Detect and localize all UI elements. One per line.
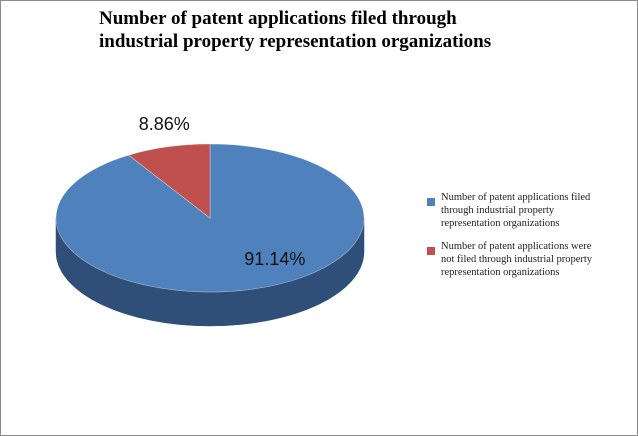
legend-item-not-filed: Number of patent applications were not f… (427, 240, 627, 279)
legend-label-not-filed-line-2: not filed through industrial property (441, 254, 593, 265)
chart-title: Number of patent applications filed thro… (99, 7, 559, 53)
pie-data-label-0: 91.14% (244, 249, 305, 269)
pie-slice-1 (127, 143, 211, 219)
legend-swatch-filed (427, 198, 435, 206)
legend-label-filed-line-1: Number of patent applications filed (441, 192, 591, 203)
legend-label-not-filed-line-1: Number of patent applications were (441, 241, 592, 252)
legend-label-filed-line-2: through industrial property (441, 205, 555, 216)
legend-label-not-filed-line-3: representation organizations (441, 267, 560, 278)
chart-title-line-1: Number of patent applications filed thro… (99, 8, 457, 29)
legend: Number of patent applications filed thro… (427, 191, 627, 289)
pie-labels-layer: 91.14% 8.86% (139, 114, 306, 269)
pie-data-label-1: 8.86% (139, 114, 190, 134)
legend-item-filed: Number of patent applications filed thro… (427, 191, 627, 230)
legend-swatch-not-filed (427, 247, 435, 255)
pie-top-layer (55, 143, 365, 293)
legend-label-filed-line-3: representation organizations (441, 218, 560, 229)
chart-title-line-2: industrial property representation organ… (99, 31, 492, 52)
